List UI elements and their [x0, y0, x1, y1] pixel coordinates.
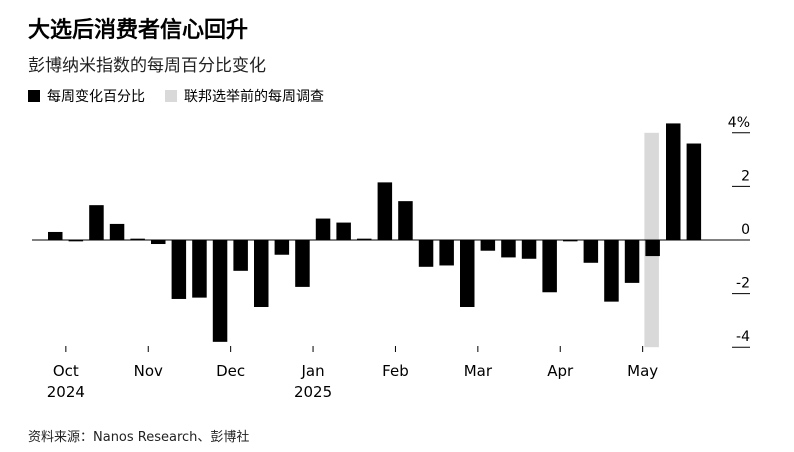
- x-tick-label-may: May: [627, 362, 658, 380]
- bar-week-19: [418, 240, 434, 267]
- y-tick-label-2: 2: [741, 168, 750, 184]
- bar-week-4: [109, 223, 125, 240]
- legend-item-pre-election: 联邦选举前的每周调查: [165, 86, 324, 106]
- legend-swatch-gray: [165, 90, 177, 102]
- bar-week-5: [130, 238, 145, 240]
- bar-week-6: [151, 240, 166, 245]
- chart-title: 大选后消费者信心回升: [28, 18, 249, 43]
- legend-swatch-black: [28, 90, 40, 102]
- bar-week-32: [686, 143, 702, 240]
- bar-week-2: [68, 240, 84, 242]
- bar-week-13: [295, 240, 310, 287]
- y-tick-label--4: -4: [736, 329, 750, 345]
- x-tick-label-nov: Nov: [134, 362, 163, 380]
- y-tick-label--2: -2: [736, 276, 750, 292]
- x-tick-label-mar: Mar: [464, 362, 493, 380]
- x-tick-label-jan: Jan: [300, 362, 324, 380]
- bar-week-15: [336, 222, 351, 240]
- bar-week-30: [645, 240, 660, 257]
- legend-label-pre-election: 联邦选举前的每周调查: [184, 89, 324, 105]
- x-tick-label-oct: Oct: [53, 362, 79, 380]
- bar-week-9: [212, 240, 228, 342]
- x-tick-label-feb: Feb: [382, 362, 409, 380]
- bar-week-7: [171, 240, 187, 299]
- x-tick-year-2024: 2024: [47, 383, 85, 401]
- bar-week-14: [315, 218, 331, 240]
- legend-item-weekly-change: 每周变化百分比: [28, 86, 145, 106]
- bar-week-31: [666, 123, 681, 240]
- bar-week-22: [480, 240, 496, 251]
- y-tick-label-4: 4%: [728, 115, 750, 131]
- source-note: 资料来源：Nanos Research、彭博社: [28, 430, 250, 445]
- bar-week-23: [501, 240, 516, 258]
- bar-week-17: [377, 182, 393, 240]
- x-tick-year-2025: 2025: [294, 383, 332, 401]
- bar-week-20: [439, 240, 454, 266]
- x-tick-label-dec: Dec: [216, 362, 245, 380]
- bar-week-21: [460, 240, 475, 307]
- bar-week-8: [192, 240, 207, 298]
- legend-label-weekly-change: 每周变化百分比: [47, 89, 145, 105]
- bar-week-10: [233, 240, 248, 271]
- bar-week-18: [398, 201, 413, 240]
- bar-week-11: [254, 240, 269, 307]
- bar-week-28: [604, 240, 619, 302]
- bar-week-25: [542, 240, 557, 293]
- bar-week-3: [89, 205, 104, 240]
- y-tick-label-0: 0: [741, 222, 750, 238]
- bar-week-24: [521, 240, 537, 259]
- legend: 每周变化百分比 联邦选举前的每周调查: [28, 86, 344, 106]
- bar-week-12: [274, 240, 290, 255]
- bar-week-26: [563, 240, 578, 242]
- bar-week-29: [624, 240, 640, 283]
- bar-week-27: [583, 240, 599, 263]
- x-tick-label-apr: Apr: [547, 362, 574, 380]
- bar-week-16: [357, 238, 372, 240]
- chart-subtitle: 彭博纳米指数的每周百分比变化: [28, 56, 266, 76]
- bar-week-1: [48, 231, 63, 240]
